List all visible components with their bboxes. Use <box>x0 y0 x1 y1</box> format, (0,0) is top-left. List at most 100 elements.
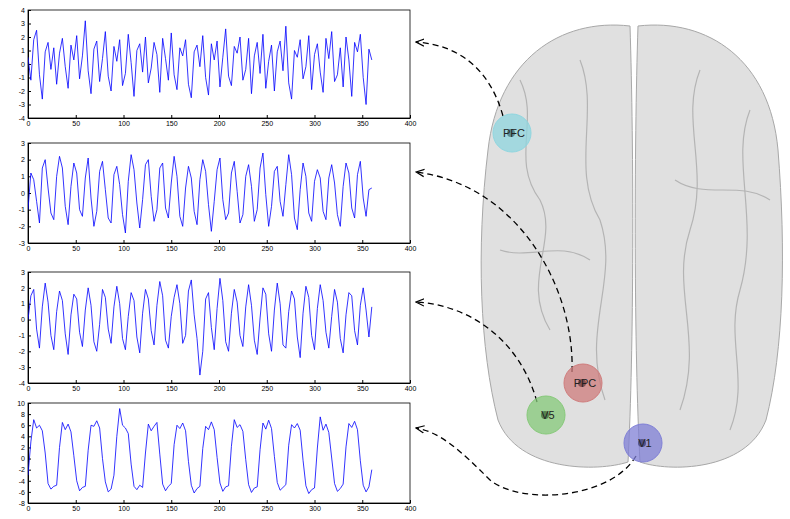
tick-mark <box>124 380 125 383</box>
series-line <box>28 153 372 233</box>
tick-mark <box>28 335 31 336</box>
y-tick: -4 <box>19 380 31 387</box>
tick-mark <box>171 240 172 243</box>
tick-mark <box>76 115 77 118</box>
plot-frame <box>28 143 410 243</box>
left-hemisphere <box>481 25 633 467</box>
region: PPC <box>564 364 602 402</box>
tick-mark <box>76 240 77 243</box>
tick-label: 100 <box>118 245 130 252</box>
tick-label: 400 <box>405 245 417 252</box>
region-label: V5 <box>541 409 554 421</box>
region-circle <box>564 364 602 402</box>
tick-label: 100 <box>118 120 130 127</box>
tick-mark <box>315 380 316 383</box>
y-tick: -3 <box>19 240 31 247</box>
y-tick: -2 <box>19 466 31 473</box>
tick-label: 0 <box>27 120 31 127</box>
x-axis: 050100150200250300350400 <box>27 115 417 127</box>
y-tick: -4 <box>19 478 31 485</box>
x-tick: 350 <box>357 240 369 252</box>
y-tick: -6 <box>19 489 31 496</box>
tick-label: -1 <box>19 332 25 339</box>
x-tick: 400 <box>405 500 417 512</box>
y-tick: 1 <box>21 47 31 54</box>
tick-mark <box>28 105 31 106</box>
tick-label: -3 <box>19 364 25 371</box>
tick-label: 350 <box>357 505 369 512</box>
tick-mark <box>171 115 172 118</box>
tick-label: -8 <box>19 500 25 507</box>
axis-line <box>29 503 411 504</box>
y-tick: -1 <box>19 332 31 339</box>
tick-mark <box>76 380 77 383</box>
tick-label: 150 <box>166 120 178 127</box>
axis-line <box>28 404 29 504</box>
tick-mark <box>28 24 31 25</box>
tick-label: 3 <box>21 269 25 276</box>
region-circle <box>493 114 531 152</box>
tick-label: 100 <box>118 505 130 512</box>
tick-label: -2 <box>19 223 25 230</box>
x-axis: 050100150200250300350400 <box>27 500 417 512</box>
tick-label: 6 <box>21 422 25 429</box>
x-tick: 100 <box>118 380 130 392</box>
y-tick: 10 <box>17 400 31 407</box>
gyrus <box>500 250 590 260</box>
y-tick: 8 <box>21 411 31 418</box>
line-panel: 050100150200250300350400-8-6-4-20246810 <box>17 400 416 512</box>
tick-mark <box>28 288 31 289</box>
y-tick: -3 <box>19 364 31 371</box>
y-tick: 1 <box>21 173 31 180</box>
series-line <box>28 409 372 494</box>
x-tick: 250 <box>261 240 273 252</box>
tick-label: 0 <box>27 505 31 512</box>
tick-mark <box>28 436 31 437</box>
x-tick: 250 <box>261 380 273 392</box>
y-tick: 2 <box>21 444 31 451</box>
tick-mark <box>124 115 125 118</box>
y-tick: 3 <box>21 269 31 276</box>
tick-mark <box>410 240 411 243</box>
tick-label: 2 <box>21 444 25 451</box>
tick-mark <box>28 425 31 426</box>
x-tick: 300 <box>309 115 321 127</box>
tick-label: 2 <box>21 34 25 41</box>
plot-frame <box>28 272 410 383</box>
y-tick: -2 <box>19 348 31 355</box>
y-tick: -2 <box>19 88 31 95</box>
x-tick: 200 <box>214 380 226 392</box>
tick-mark <box>219 500 220 503</box>
tick-label: 400 <box>405 505 417 512</box>
plot-area <box>28 153 372 233</box>
tick-mark <box>410 500 411 503</box>
x-tick: 300 <box>309 240 321 252</box>
tick-mark <box>28 118 31 119</box>
tick-label: -3 <box>19 101 25 108</box>
tick-label: 400 <box>405 120 417 127</box>
tick-mark <box>315 115 316 118</box>
tick-mark <box>28 37 31 38</box>
y-axis: -8 -6 -4 -2 0 2 4 6 8 10 <box>17 400 31 507</box>
tick-label: 200 <box>214 385 226 392</box>
tick-mark <box>28 160 31 161</box>
tick-mark <box>28 226 31 227</box>
plot-area <box>28 21 372 105</box>
tick-label: 300 <box>309 385 321 392</box>
tick-mark <box>28 320 31 321</box>
tick-label: 50 <box>72 505 80 512</box>
y-tick: -2 <box>19 223 31 230</box>
tick-label: 1 <box>21 173 25 180</box>
tick-label: -2 <box>19 466 25 473</box>
tick-mark <box>28 272 31 273</box>
y-axis: -4-3-2-10123 <box>19 269 31 387</box>
tick-label: 0 <box>21 455 25 462</box>
tick-mark <box>28 367 31 368</box>
plot-area <box>28 409 372 494</box>
tick-label: 3 <box>21 20 25 27</box>
plot-frame <box>28 10 410 118</box>
tick-label: -4 <box>19 115 25 122</box>
y-tick: 4 <box>21 433 31 440</box>
x-tick: 350 <box>357 115 369 127</box>
tick-label: 0 <box>27 385 31 392</box>
